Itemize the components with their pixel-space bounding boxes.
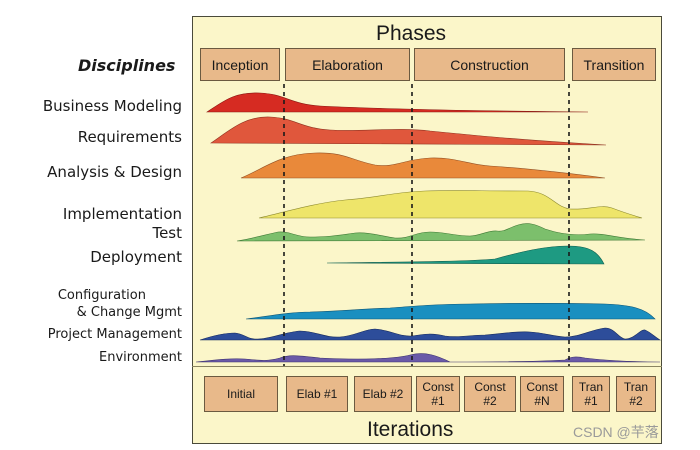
deployment-hump (326, 245, 605, 265)
phases-title: Phases (376, 22, 447, 45)
discipline-requirements: Requirements (77, 128, 182, 146)
configuration-hump (245, 302, 656, 320)
test-hump (236, 223, 646, 242)
phase-elaboration: Elaboration (285, 48, 410, 81)
iteration-elab-1: Elab #1 (286, 376, 348, 412)
iteration-initial: Initial (204, 376, 278, 412)
iteration-label: Initial (226, 387, 255, 401)
phase-transition: Transition (572, 48, 656, 81)
iteration-number: #2 (629, 394, 643, 408)
environment-hump (195, 353, 661, 363)
iterations-title: Iterations (367, 418, 454, 441)
project-management-hump (199, 327, 662, 341)
iteration-number: #N (534, 394, 550, 408)
implementation-hump (258, 190, 643, 219)
iteration-const-n: Const #N (520, 376, 564, 412)
iteration-const-1: Const #1 (416, 376, 460, 412)
discipline-environment: Environment (98, 350, 182, 365)
diagram-panel (192, 16, 662, 444)
iteration-label: Elab #1 (296, 387, 338, 401)
iteration-number: #2 (483, 394, 497, 408)
discipline-project-management: Project Management (47, 327, 182, 342)
discipline-analysis-design: Analysis & Design (47, 163, 182, 181)
iteration-label: Elab #2 (362, 387, 404, 401)
iteration-tran-1: Tran #1 (572, 376, 610, 412)
iteration-tran-2: Tran #2 (616, 376, 656, 412)
discipline-implementation: Implementation (62, 205, 182, 223)
iteration-number: #1 (584, 394, 598, 408)
requirements-hump (210, 116, 607, 146)
watermark: CSDN @芉落 (573, 424, 659, 440)
discipline-test: Test (152, 224, 182, 242)
analysis-design-hump (240, 152, 606, 179)
iteration-label: Const (422, 380, 454, 394)
discipline-change-mgmt: & Change Mgmt (76, 305, 182, 320)
disciplines-heading: Disciplines (78, 56, 176, 75)
iteration-elab-2: Elab #2 (354, 376, 412, 412)
discipline-business-modeling: Business Modeling (42, 97, 182, 115)
discipline-deployment: Deployment (90, 248, 182, 266)
iterations-divider (192, 366, 662, 367)
iteration-number: #1 (431, 394, 445, 408)
iteration-label: Tran (623, 380, 649, 394)
iteration-label: Const (474, 380, 506, 394)
iteration-const-2: Const #2 (464, 376, 516, 412)
business-modeling-hump (206, 92, 589, 113)
iteration-label: Const (526, 380, 558, 394)
phase-inception: Inception (200, 48, 280, 81)
discipline-configuration: Configuration (57, 288, 146, 303)
phase-construction: Construction (414, 48, 565, 81)
iteration-label: Tran (578, 380, 604, 394)
